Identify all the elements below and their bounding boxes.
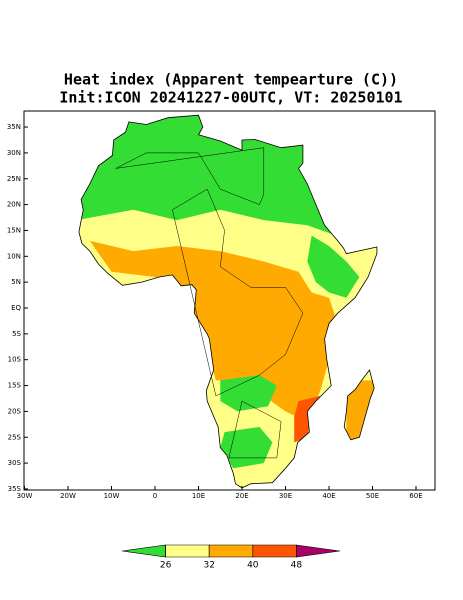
colorbar-label: 26 — [160, 561, 172, 571]
colorbar-segment — [121, 544, 166, 558]
colorbar-segment — [165, 544, 210, 558]
region-orange — [89, 240, 338, 422]
lon-tick-label: 10E — [192, 492, 205, 500]
lat-tick-label: 35S — [8, 485, 22, 493]
lon-tick-label: 20E — [235, 492, 248, 500]
coastline — [78, 114, 378, 489]
lon-tick-label: 60E — [409, 492, 422, 500]
lon-tick-label: 30E — [279, 492, 292, 500]
lat-tick-label: 15N — [7, 226, 21, 234]
lat-tick-label: 30S — [8, 459, 22, 467]
lon-tick-label: 40E — [322, 492, 335, 500]
lon-tick-label: 10W — [104, 492, 120, 500]
colorbar-segment — [252, 544, 297, 558]
lat-tick-label: 35N — [7, 123, 21, 131]
lon-tick-label: 50E — [366, 492, 379, 500]
lat-tick-label: EQ — [11, 304, 21, 312]
map-frame — [23, 110, 436, 491]
borders — [115, 147, 304, 459]
region-green-east — [307, 235, 360, 298]
region-green-south — [220, 375, 277, 412]
colorbar-label: 48 — [291, 561, 303, 571]
lon-tick-label: 30W — [17, 492, 33, 500]
lat-tick-label: 25N — [7, 175, 21, 183]
lat-tick-label: 10S — [8, 356, 22, 364]
lat-tick-label: 25S — [8, 433, 22, 441]
lat-tick-label: 10N — [7, 252, 21, 260]
map-title: Heat index (Apparent tempearture (C)) — [64, 71, 398, 89]
map-subtitle: Init:ICON 20241227-00UTC, VT: 20250101 — [59, 89, 402, 107]
lon-tick-label: 20W — [60, 492, 76, 500]
lat-tick-label: 30N — [7, 149, 21, 157]
lon-tick-label: 0 — [153, 492, 157, 500]
colorbar-label: 40 — [247, 561, 259, 571]
lat-tick-label: 15S — [8, 382, 22, 390]
colorbar-segment — [208, 544, 254, 558]
colorbar-segment — [296, 544, 341, 558]
colorbar-label: 32 — [203, 561, 214, 571]
lat-tick-label: 20S — [8, 407, 22, 415]
lat-tick-label: 5N — [11, 278, 21, 286]
region-orange-mada — [346, 380, 377, 443]
lat-tick-label: 20N — [7, 201, 21, 209]
lat-tick-label: 5S — [12, 330, 21, 338]
region-red — [294, 395, 321, 443]
